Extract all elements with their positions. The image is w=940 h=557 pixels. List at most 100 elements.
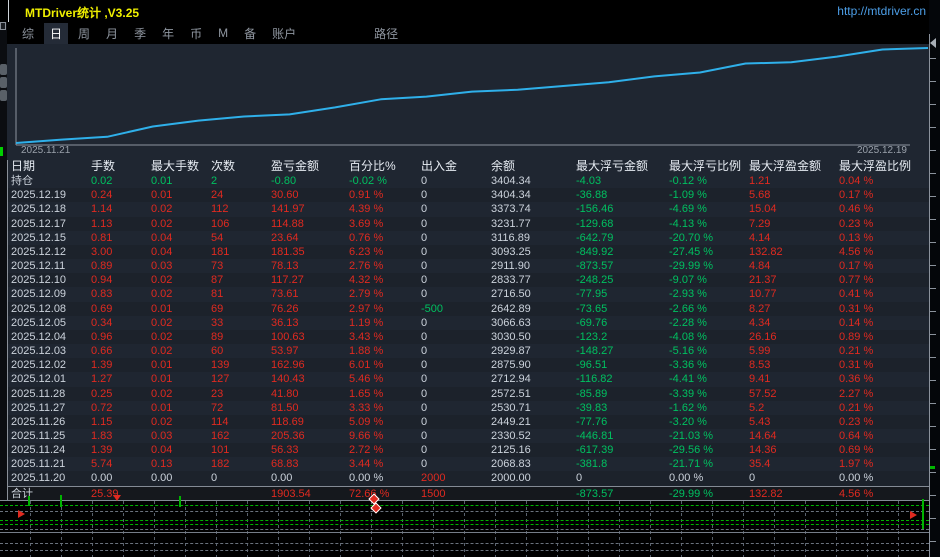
table-cell: 0.00 % <box>349 472 384 485</box>
table-cell: 2530.71 <box>491 401 531 414</box>
row-total[interactable]: 合计 25.39 1903.54 72.66 % 1500 -873.57 -29.99 %… <box>8 485 929 500</box>
table-row[interactable]: 2025.12.12 3.00 0.04 181 181.35 6.23 % 0 3093.2… <box>8 244 929 260</box>
table-row[interactable]: 2025.12.15 0.81 0.04 54 23.64 0.76 % 0 3116.89 -… <box>8 231 929 245</box>
table-cell: 89 <box>211 330 224 343</box>
table-cell: 2572.51 <box>491 387 531 400</box>
table-cell: 114 <box>211 415 229 428</box>
axis-tick <box>930 196 936 197</box>
menu-item-3[interactable]: 周 <box>78 26 91 41</box>
table-cell: -77.95 <box>576 288 608 301</box>
table-cell: 3.43 % <box>349 330 384 343</box>
menu-item-11[interactable]: 路径 <box>374 26 399 41</box>
table-row[interactable]: 2025.12.04 0.96 0.02 89 100.63 3.43 % 0 3030.50… <box>8 329 929 345</box>
table-row[interactable]: 2025.11.28 0.25 0.02 23 41.80 1.65 % 0 2572.51 -… <box>8 386 929 401</box>
table-row[interactable]: 2025.11.25 1.83 0.03 162 205.36 9.66 % 0 2330.5… <box>8 429 929 443</box>
menu-item-4[interactable]: 月 <box>106 26 119 41</box>
table-cell: 162 <box>211 429 230 442</box>
axis-tick <box>930 334 936 335</box>
table-row[interactable]: 2025.12.01 1.27 0.01 127 140.43 5.46 % 0 2712.9… <box>8 372 929 386</box>
table-cell: 2025.12.17 <box>11 217 67 230</box>
table-cell: 0 <box>421 316 428 329</box>
table-cell: 2025.11.26 <box>11 415 66 428</box>
table-cell: 114.88 <box>271 217 304 230</box>
table-cell: -73.65 <box>576 302 608 315</box>
table-cell: -21.71 % <box>669 458 714 471</box>
equity-curve-line <box>15 47 929 144</box>
table-cell: 0.64 % <box>839 429 874 442</box>
table-row[interactable]: 2025.12.10 0.94 0.02 87 117.27 4.32 % 0 2833.77… <box>8 273 929 288</box>
table-cell: -4.08 % <box>669 330 707 343</box>
table-header-row: 日期 手数 最大手数 次数 盈亏金额 百分比% 出入金 余额 最大浮亏金额 最大浮亏比例 最大浮盈金… <box>8 160 929 174</box>
equity-chart-panel: 2025.11.21 2025.12.19 <box>7 44 929 160</box>
table-cell: 81.50 <box>271 401 299 414</box>
table-cell: 2449.21 <box>491 415 531 428</box>
axis-tick <box>930 403 936 404</box>
table-cell: 3116.89 <box>491 231 530 244</box>
table-cell: 7.29 <box>749 217 771 230</box>
menu-item-5[interactable]: 季 <box>134 26 147 41</box>
table-cell: -156.46 <box>576 203 614 216</box>
table-cell: -248.25 <box>576 274 614 287</box>
table-cell: 72 <box>211 401 224 414</box>
table-cell: 0 <box>421 260 428 273</box>
table-row[interactable]: 2025.12.05 0.34 0.02 33 36.13 1.19 % 0 3066.63 -… <box>8 316 929 330</box>
table-cell: 8.27 <box>749 302 771 315</box>
table-cell: 2833.77 <box>491 274 531 287</box>
table-cell: 0.72 <box>91 401 113 414</box>
table-row[interactable]: 2025.12.11 0.89 0.03 73 78.13 2.76 % 0 2911.90 -… <box>8 259 929 273</box>
table-cell: 0.81 <box>91 231 113 244</box>
table-cell: 0.02 <box>91 175 113 188</box>
menu-item-6[interactable]: 年 <box>162 26 175 41</box>
table-cell: 0.23 % <box>839 217 874 230</box>
table-row[interactable]: 2025.12.03 0.66 0.02 60 53.97 1.88 % 0 2929.87 -… <box>8 344 929 358</box>
table-cell: -29.99 % <box>669 260 714 273</box>
column-header: 日期 <box>11 160 36 173</box>
title-bar: MTDriver统计 ,V3.25 http://mtdriver.cn <box>0 0 940 22</box>
table-row[interactable]: 2025.12.17 1.13 0.02 106 114.88 3.69 % 0 3231.7… <box>8 216 929 231</box>
menu-item-9[interactable]: 备 <box>244 26 257 41</box>
menu-item-7[interactable]: 币 <box>190 26 203 41</box>
table-cell: 54 <box>211 231 224 244</box>
table-cell: 2068.83 <box>491 458 531 471</box>
table-cell: 0.02 <box>151 415 173 428</box>
axis-tick <box>930 380 936 381</box>
table-row[interactable]: 2025.12.02 1.39 0.01 139 162.96 6.01 % 0 2875.9… <box>8 358 929 373</box>
menu-item-8[interactable]: M <box>218 26 229 40</box>
table-cell: -2.93 % <box>669 288 707 301</box>
table-cell: 2929.87 <box>491 345 531 358</box>
table-cell: 4.84 <box>749 260 771 273</box>
table-row[interactable]: 2025.12.09 0.83 0.02 81 73.61 2.79 % 0 2716.50 -… <box>8 287 929 301</box>
table-cell: 2025.11.20 <box>11 472 66 485</box>
table-row[interactable]: 2025.11.26 1.15 0.02 114 118.69 5.09 % 0 2449.2… <box>8 414 929 429</box>
menu-item-1[interactable]: 综 <box>22 26 35 41</box>
table-cell: 2.97 % <box>349 302 384 315</box>
grid-line <box>0 550 929 551</box>
table-row[interactable]: 2025.12.08 0.69 0.01 69 76.26 2.97 % -500 2642.… <box>8 301 929 316</box>
menu-item-10[interactable]: 账户 <box>272 26 297 41</box>
table-cell: 3093.25 <box>491 245 531 258</box>
table-cell: 0 <box>421 429 428 442</box>
axis-tick <box>930 449 936 450</box>
table-cell: 0.02 <box>151 274 173 287</box>
axis-tick <box>930 426 936 427</box>
table-cell: -129.68 <box>576 217 614 230</box>
table-cell: 0.01 <box>151 401 173 414</box>
trade-tick-icon <box>922 499 924 529</box>
row-open-position[interactable]: 持仓 0.02 0.01 2 -0.80 -0.02 % 0 3404.34 -4.03 -0.1… <box>8 174 929 188</box>
table-cell: 0.13 <box>151 458 173 471</box>
table-cell: 0.01 <box>151 373 173 386</box>
website-link[interactable]: http://mtdriver.cn <box>837 4 926 18</box>
table-cell: -148.27 <box>576 345 614 358</box>
table-row[interactable]: 2025.11.24 1.39 0.04 101 56.33 2.72 % 0 2125.16… <box>8 443 929 458</box>
price-chart-strip <box>0 493 929 557</box>
menu-item-2[interactable]: 日 <box>44 22 69 44</box>
column-header: 最大浮盈比例 <box>839 160 912 173</box>
table-cell: 0.96 <box>91 330 113 343</box>
table-row[interactable]: 2025.11.27 0.72 0.01 72 81.50 3.33 % 0 2530.71 -… <box>8 401 929 415</box>
table-row[interactable]: 2025.12.19 0.24 0.01 24 30.60 0.91 % 0 3404.34 -… <box>8 188 929 203</box>
table-row[interactable]: 2025.12.18 1.14 0.02 112 141.97 4.39 % 0 3373.7… <box>8 202 929 216</box>
table-cell: 0.17 % <box>839 260 874 273</box>
table-cell: 0.04 % <box>839 175 874 188</box>
table-row[interactable]: 2025.11.20 0.00 0.00 0 0.00 0.00 % 2000 2000.00… <box>8 471 929 486</box>
table-row[interactable]: 2025.11.21 5.74 0.13 182 68.83 3.44 % 0 2068.83… <box>8 457 929 471</box>
